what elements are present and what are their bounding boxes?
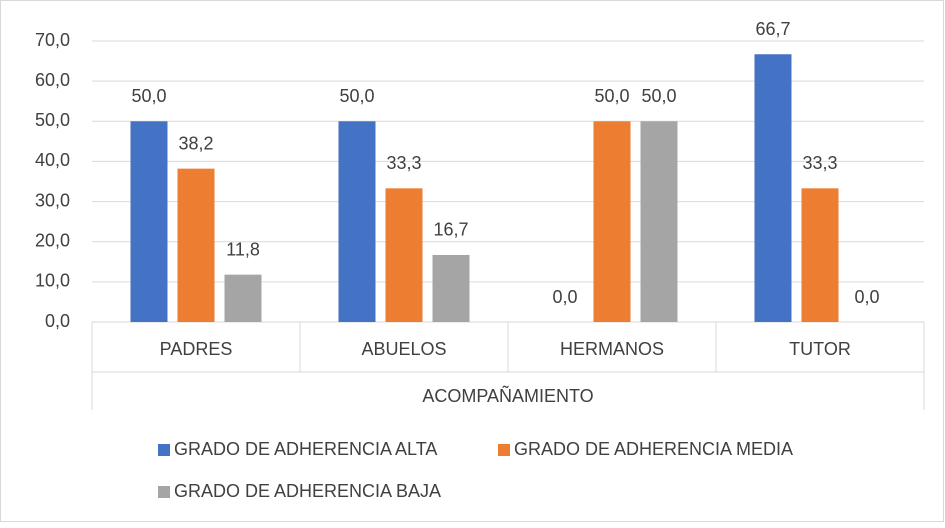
- y-tick-label: 40,0: [35, 150, 70, 170]
- bar: [338, 121, 376, 323]
- x-tick-label: TUTOR: [789, 339, 851, 359]
- value-label: 66,7: [755, 19, 790, 39]
- x-axis-label: ACOMPAÑAMIENTO: [422, 385, 593, 406]
- bar: [385, 188, 423, 322]
- bar: [177, 168, 215, 322]
- bar: [754, 54, 792, 323]
- value-label: 50,0: [641, 86, 676, 106]
- legend-swatch: [498, 444, 510, 456]
- bar: [224, 274, 262, 322]
- legend-label: GRADO DE ADHERENCIA BAJA: [174, 481, 441, 501]
- value-label: 38,2: [178, 133, 213, 153]
- value-label: 33,3: [802, 153, 837, 173]
- value-label: 50,0: [131, 86, 166, 106]
- value-label: 16,7: [433, 220, 468, 240]
- y-tick-label: 50,0: [35, 110, 70, 130]
- x-tick-label: ABUELOS: [361, 339, 446, 359]
- value-label: 33,3: [386, 153, 421, 173]
- x-tick-label: HERMANOS: [560, 339, 664, 359]
- y-tick-label: 0,0: [45, 311, 70, 331]
- y-tick-label: 60,0: [35, 70, 70, 90]
- value-label: 0,0: [854, 287, 879, 307]
- value-label: 50,0: [594, 86, 629, 106]
- bar: [640, 121, 678, 323]
- bar: [130, 121, 168, 323]
- bar: [432, 254, 470, 322]
- y-tick-label: 10,0: [35, 271, 70, 291]
- bar: [801, 188, 839, 322]
- legend-label: GRADO DE ADHERENCIA ALTA: [174, 439, 437, 459]
- y-tick-label: 30,0: [35, 190, 70, 210]
- bar: [593, 121, 631, 323]
- legend-swatch: [158, 444, 170, 456]
- value-label: 0,0: [552, 287, 577, 307]
- y-tick-label: 20,0: [35, 230, 70, 250]
- value-label: 50,0: [339, 86, 374, 106]
- y-tick-label: 70,0: [35, 30, 70, 50]
- value-label: 11,8: [226, 239, 260, 259]
- legend-label: GRADO DE ADHERENCIA MEDIA: [514, 439, 793, 459]
- x-tick-label: PADRES: [160, 339, 233, 359]
- legend-swatch: [158, 486, 170, 498]
